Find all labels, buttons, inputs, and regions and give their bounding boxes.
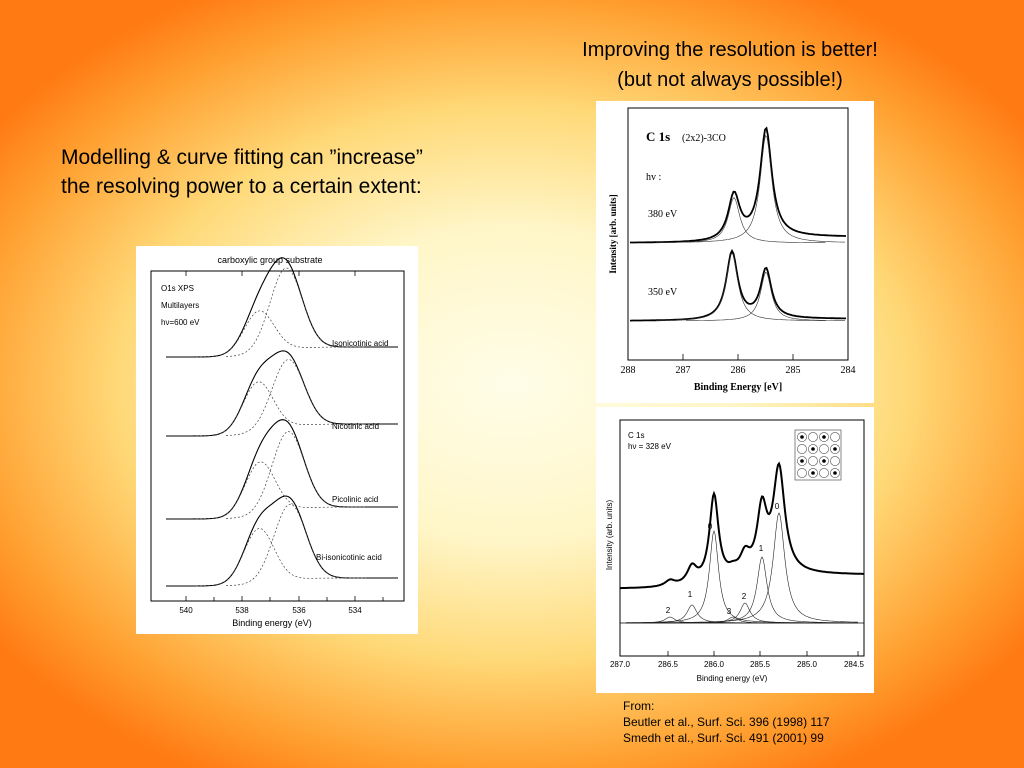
c1s-bottom-component-6 (626, 616, 858, 624)
c1s-co-spectra-figure: C 1s (2x2)-3CO hv : 380 eV 350 eV Intens… (596, 101, 874, 403)
o1s-component-b-2 (225, 431, 366, 519)
inset-atom (797, 468, 807, 478)
o1s-title: carboxylic group substrate (217, 255, 322, 265)
c1s-top-xtick-286: 286 (731, 365, 746, 376)
inset-atom (830, 456, 840, 466)
c1s-top-component-a-0 (656, 197, 826, 243)
left-description: Modelling & curve fitting can ”increase”… (61, 143, 531, 201)
o1s-info-line3: hν=600 eV (161, 318, 200, 327)
c1s-bottom-peak-label-0a: 0 (708, 522, 713, 531)
o1s-spectra-figure: carboxylic group substrate O1s XPS Multi… (136, 246, 418, 634)
c1s-bottom-xtick-286-0: 286.0 (704, 660, 725, 669)
o1s-plot-frame (150, 270, 405, 602)
o1s-component-a-1 (196, 381, 346, 437)
c1s-top-envelope-0 (630, 126, 846, 244)
c1s-top-xtick-284: 284 (841, 365, 856, 376)
c1s-bottom-title-line1: C 1s (628, 431, 644, 440)
inset-atom-circles (797, 432, 840, 478)
o1s-label-nicotinic: Nicotinic acid (332, 422, 379, 431)
right-title-line1: Improving the resolution is better! (582, 39, 878, 61)
o1s-xtick-538: 538 (235, 606, 249, 615)
inset-adsorbate (833, 471, 837, 475)
c1s-bottom-peak-label-2b: 2 (742, 592, 747, 601)
inset-atom (819, 444, 829, 454)
c1s-bottom-xtick-286-5: 286.5 (658, 660, 679, 669)
source-heading: From: (623, 699, 655, 713)
inset-atom (808, 456, 818, 466)
o1s-component-b-0 (225, 267, 366, 357)
c1s-top-title: C 1s (646, 129, 670, 144)
c1s-bottom-xtick-285-0: 285.0 (797, 660, 818, 669)
source-citation: From: Beutler et al., Surf. Sci. 396 (19… (623, 698, 830, 746)
c1s-top-label-380: 380 eV (648, 209, 678, 220)
c1s-bottom-plot-frame (619, 419, 865, 657)
c1s-bottom-curves (620, 461, 864, 624)
c1s-bottom-ylabel: Intensity (arb. units) (605, 500, 614, 571)
o1s-xlabel: Binding energy (eV) (232, 618, 312, 628)
c1s-bottom-peak-label-0b: 0 (775, 502, 780, 511)
o1s-component-b-1 (225, 359, 366, 436)
right-title-line2: (but not always possible!) (617, 69, 843, 91)
inset-adsorbate (822, 459, 826, 463)
c1s-bottom-xlabel: Binding energy (eV) (697, 674, 768, 683)
o1s-component-a-0 (196, 310, 347, 358)
o1s-curves (166, 257, 398, 587)
c1s-bottom-envelope (620, 461, 864, 590)
inset-adsorbate (811, 471, 815, 475)
c1s-top-hv-label: hv : (646, 172, 661, 183)
right-title: Improving the resolution is better! (but… (520, 35, 940, 95)
inset-adsorbate (822, 435, 826, 439)
o1s-component-a-3 (195, 528, 346, 587)
o1s-label-isonicotinic: Isonicotinic acid (332, 339, 388, 348)
c1s-top-envelope-1 (630, 248, 846, 322)
o1s-info-line2: Multilayers (161, 301, 199, 310)
source-ref-smedh: Smedh et al., Surf. Sci. 491 (2001) 99 (623, 731, 824, 745)
c1s-top-curves (630, 126, 846, 322)
o1s-component-b-3 (225, 503, 366, 587)
inset-adsorbate (800, 435, 804, 439)
c1s-top-xtick-285: 285 (786, 365, 801, 376)
inset-adsorbate (833, 447, 837, 451)
c1s-bottom-peak-label-3: 3 (727, 607, 732, 616)
c1s-bottom-xtick-284-5: 284.5 (844, 660, 865, 669)
c1s-bottom-xtick-285-5: 285.5 (750, 660, 771, 669)
o1s-xtick-536: 536 (292, 606, 306, 615)
o1s-label-picolinic: Picolinic acid (332, 495, 378, 504)
o1s-component-a-2 (196, 461, 346, 520)
c1s-top-ylabel: Intensity [arb. units] (608, 194, 618, 273)
source-ref-beutler: Beutler et al., Surf. Sci. 396 (1998) 11… (623, 715, 830, 729)
c1s-bottom-xtick-287-0: 287.0 (610, 660, 631, 669)
c1s-top-component-b-1 (686, 271, 845, 321)
inset-atom (819, 468, 829, 478)
left-text-line1: Modelling & curve fitting can ”increase” (61, 146, 423, 169)
o1s-envelope-2 (166, 419, 398, 520)
c1s-top-component-b-0 (685, 134, 846, 243)
surface-structure-inset (794, 429, 842, 481)
left-text-line2: the resolving power to a certain extent: (61, 175, 422, 198)
c1s-bottom-peak-label-1b: 1 (759, 544, 764, 553)
c1s-bottom-title-line2: hν = 328 eV (628, 442, 672, 451)
c1s-bottom-peak-label-2a: 2 (666, 606, 671, 615)
inset-atom (808, 432, 818, 442)
c1s-bottom-component-0 (626, 530, 858, 624)
inset-atom (797, 444, 807, 454)
o1s-label-bi-isonicotinic: Bi-isonicotinic acid (316, 553, 382, 562)
inset-adsorbate (811, 447, 815, 451)
inset-atom (830, 432, 840, 442)
c1s-top-structure: (2x2)-3CO (682, 133, 726, 144)
c1s-top-component-a-1 (656, 252, 826, 321)
o1s-xtick-540: 540 (179, 606, 193, 615)
c1s-top-label-350: 350 eV (648, 287, 678, 298)
o1s-xtick-534: 534 (348, 606, 362, 615)
c1s-top-xtick-288: 288 (621, 365, 636, 376)
o1s-info-line1: O1s XPS (161, 284, 194, 293)
c1s-bottom-component-5 (626, 602, 858, 624)
inset-adsorbate (800, 459, 804, 463)
c1s-bottom-peak-label-1a: 1 (688, 590, 693, 599)
c1s-high-res-figure: C 1s hν = 328 eV Intensity (arb. units) … (596, 407, 874, 693)
c1s-top-xtick-287: 287 (676, 365, 691, 376)
c1s-top-xlabel: Binding Energy [eV] (694, 382, 782, 393)
c1s-bottom-component-4 (626, 556, 858, 624)
o1s-envelope-3 (166, 495, 398, 587)
